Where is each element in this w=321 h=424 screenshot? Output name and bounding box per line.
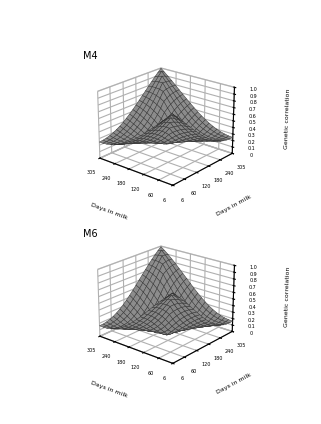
X-axis label: Days in milk: Days in milk: [90, 380, 128, 398]
X-axis label: Days in milk: Days in milk: [90, 202, 128, 220]
Y-axis label: Days in milk: Days in milk: [216, 195, 253, 217]
Text: M4: M4: [83, 51, 98, 61]
Y-axis label: Days in milk: Days in milk: [216, 373, 253, 395]
Text: M6: M6: [83, 229, 98, 239]
